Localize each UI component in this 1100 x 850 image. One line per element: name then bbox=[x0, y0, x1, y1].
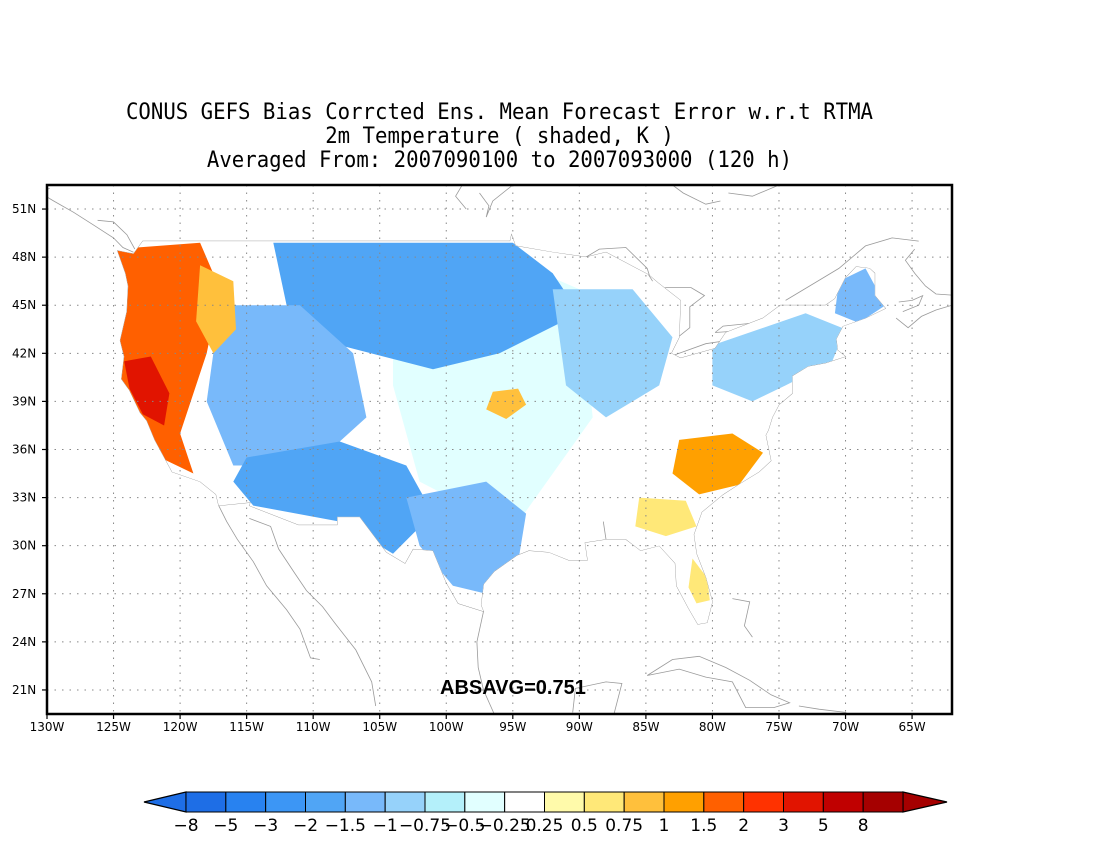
colorbar-label: 5 bbox=[818, 816, 829, 836]
lat-tick-label: 51N bbox=[12, 202, 36, 216]
bias-region-northern-plains bbox=[273, 242, 580, 370]
lon-tick-label: 85W bbox=[632, 720, 659, 734]
colorbar-swatch bbox=[464, 791, 506, 813]
lon-tick-label: 125W bbox=[96, 720, 131, 734]
lon-tick-label: 75W bbox=[765, 720, 792, 734]
colorbar-label: 1 bbox=[659, 816, 670, 836]
lat-tick-label: 21N bbox=[12, 683, 36, 697]
lon-tick-label: 70W bbox=[832, 720, 859, 734]
lon-tick-label: 130W bbox=[30, 720, 65, 734]
longitude-labels: 130W 125W 120W 115W 110W 105W 100W 95W 90W 85W 80W… bbox=[30, 714, 926, 734]
lat-tick-label: 24N bbox=[12, 635, 36, 649]
colorbar-label: −0.25 bbox=[479, 816, 531, 836]
bias-region-great-lakes bbox=[552, 289, 673, 418]
colorbar-over-arrow bbox=[902, 791, 948, 813]
lat-tick-label: 27N bbox=[12, 587, 36, 601]
lon-tick-label: 100W bbox=[429, 720, 464, 734]
lat-tick-label: 45N bbox=[12, 298, 36, 312]
lat-tick-label: 30N bbox=[12, 539, 36, 553]
bias-region-northeast bbox=[712, 313, 846, 402]
colorbar-label: 0.5 bbox=[571, 816, 598, 836]
lon-tick-label: 115W bbox=[229, 720, 264, 734]
latitude-labels: 51N 48N 45N 42N 39N 36N 33N 30N 27N 24N 21N bbox=[12, 202, 47, 697]
colorbar-swatch bbox=[663, 791, 705, 813]
colorbar-label: −2 bbox=[293, 816, 318, 836]
colorbar-swatch bbox=[703, 791, 745, 813]
colorbar-swatch bbox=[743, 791, 785, 813]
colorbar-swatch bbox=[504, 791, 545, 813]
lat-tick-label: 39N bbox=[12, 394, 36, 408]
colorbar-label: −0.5 bbox=[444, 816, 485, 836]
colorbar-label: 3 bbox=[778, 816, 789, 836]
colorbar-under-arrow bbox=[143, 791, 187, 813]
bias-region-southeast-carolinas bbox=[672, 433, 763, 495]
lon-tick-label: 120W bbox=[163, 720, 198, 734]
absavg-label: ABSAVG=0.751 bbox=[440, 677, 586, 699]
colorbar-swatch bbox=[623, 791, 665, 813]
lon-tick-label: 95W bbox=[499, 720, 526, 734]
colorbar-swatch bbox=[583, 791, 625, 813]
colorbar-label: −3 bbox=[253, 816, 278, 836]
colorbar-swatch bbox=[822, 791, 864, 813]
colorbar-label: 2 bbox=[738, 816, 749, 836]
bias-region-georgia bbox=[635, 497, 697, 537]
lat-tick-label: 48N bbox=[12, 250, 36, 264]
colorbar-swatch bbox=[862, 791, 904, 813]
colorbar-label: 0.75 bbox=[605, 816, 643, 836]
colorbar-label: 8 bbox=[858, 816, 869, 836]
colorbar-swatch bbox=[783, 791, 824, 813]
colorbar-swatch bbox=[225, 791, 267, 813]
map-title: CONUS GEFS Bias Corrcted Ens. Mean Forec… bbox=[47, 101, 952, 173]
bias-region-florida bbox=[688, 558, 710, 604]
lat-tick-label: 36N bbox=[12, 443, 36, 457]
bias-region-northwest-interior bbox=[196, 265, 236, 354]
colorbar-swatch bbox=[344, 791, 386, 813]
lon-tick-label: 110W bbox=[296, 720, 331, 734]
colorbar-swatch bbox=[384, 791, 426, 813]
lon-tick-label: 80W bbox=[699, 720, 726, 734]
lon-tick-label: 90W bbox=[566, 720, 593, 734]
colorbar-label: 0.25 bbox=[526, 816, 564, 836]
lon-tick-label: 105W bbox=[362, 720, 397, 734]
lat-tick-label: 42N bbox=[12, 346, 36, 360]
colorbar: −8 −5 −3 −2 −1.5 −1 −0.75−0.5−0.250.25 0.5 0.75 1… bbox=[143, 791, 948, 836]
bias-region-northern-california bbox=[124, 356, 170, 426]
bias-region-kansas-missouri bbox=[486, 388, 527, 419]
bias-region-maine bbox=[834, 268, 886, 323]
colorbar-label: −0.75 bbox=[399, 816, 451, 836]
lat-tick-label: 33N bbox=[12, 491, 36, 505]
colorbar-label: −5 bbox=[213, 816, 238, 836]
graticule-grid bbox=[47, 185, 952, 714]
lon-tick-label: 65W bbox=[899, 720, 926, 734]
colorbar-label: −1.5 bbox=[325, 816, 366, 836]
title-line-1: CONUS GEFS Bias Corrcted Ens. Mean Forec… bbox=[125, 100, 874, 125]
colorbar-label: −8 bbox=[173, 816, 198, 836]
title-line-3: Averaged From: 2007090100 to 2007093000 … bbox=[206, 148, 793, 173]
colorbar-swatch bbox=[265, 791, 306, 813]
colorbar-swatch bbox=[185, 791, 227, 813]
colorbar-swatch bbox=[424, 791, 466, 813]
colorbar-swatch bbox=[544, 791, 585, 813]
colorbar-swatch bbox=[305, 791, 346, 813]
colorbar-label: 1.5 bbox=[690, 816, 717, 836]
title-line-2: 2m Temperature ( shaded, K ) bbox=[325, 124, 674, 149]
colorbar-label: −1 bbox=[373, 816, 398, 836]
